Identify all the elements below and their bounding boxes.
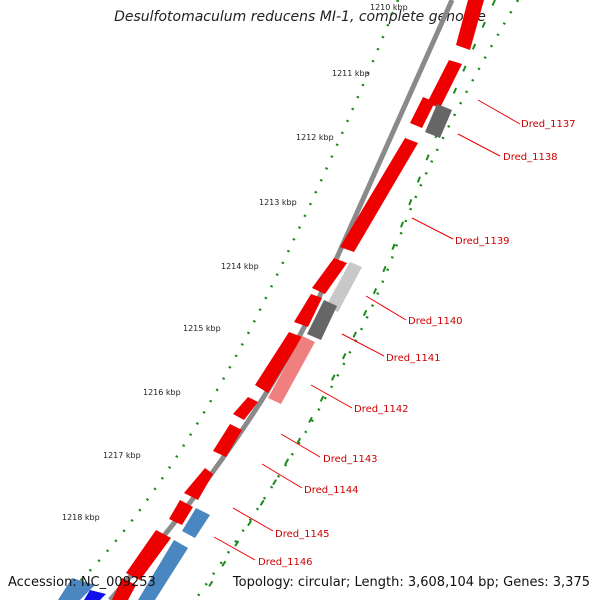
label-connector: [457, 133, 501, 157]
gene-arrow: [427, 60, 462, 108]
label-connector: [477, 99, 521, 125]
reverse-genes: [58, 104, 452, 600]
gene-arrow: [340, 138, 418, 252]
gene-arrow: [326, 262, 362, 312]
gene-arrow: [213, 424, 242, 457]
label-connector: [232, 507, 274, 532]
gene-arrow: [182, 508, 210, 538]
gene-label: Dred_1146: [258, 557, 313, 568]
label-connector: [411, 217, 454, 240]
genome-backbone: [108, 0, 455, 600]
gene-arrow: [138, 540, 188, 600]
kbp-label: 1217 kbp: [103, 451, 141, 460]
gene-arrow: [126, 530, 171, 580]
gene-label: Dred_1144: [304, 485, 359, 496]
inner-tick-ring: [199, 0, 496, 600]
gene-arrow: [169, 500, 193, 525]
gene-arrow: [294, 294, 322, 327]
gene-label: Dred_1141: [386, 353, 441, 364]
kbp-labels: 1210 kbp 1211 kbp 1212 kbp 1213 kbp 1214…: [62, 3, 408, 522]
gene-arrow: [112, 578, 136, 600]
kbp-label: 1218 kbp: [62, 513, 100, 522]
gene-arrow: [312, 258, 347, 294]
kbp-label: 1215 kbp: [183, 324, 221, 333]
kbp-tick-ring: [59, 0, 400, 600]
label-connector: [261, 463, 303, 489]
gene-arrow: [410, 97, 435, 128]
kbp-label: 1211 kbp: [332, 69, 370, 78]
gene-label: Dred_1138: [503, 152, 558, 163]
gene-arrow: [184, 468, 213, 500]
gene-arrow: [307, 300, 337, 340]
gene-arrow: [255, 332, 302, 393]
label-connector: [213, 536, 256, 561]
kbp-label: 1213 kbp: [259, 198, 297, 207]
topology-label: Topology: circular; Length: 3,608,104 bp…: [232, 575, 590, 590]
gene-label: Dred_1140: [408, 316, 463, 327]
gene-labels: Dred_1137 Dred_1138 Dred_1139 Dred_1140 …: [213, 99, 576, 568]
label-connector: [365, 295, 407, 321]
gene-label: Dred_1145: [275, 529, 330, 540]
gene-arrow: [456, 0, 484, 50]
kbp-label: 1210 kbp: [370, 3, 408, 12]
gene-arrow: [58, 578, 95, 600]
gene-arrow: [268, 336, 315, 404]
kbp-label: 1216 kbp: [143, 388, 181, 397]
accession-label: Accession: NC_009253: [8, 575, 156, 590]
gene-arrow: [233, 397, 258, 420]
gene-label: Dred_1139: [455, 236, 510, 247]
kbp-label: 1212 kbp: [296, 133, 334, 142]
forward-genes: [112, 0, 484, 600]
label-connector: [280, 433, 321, 458]
label-connector: [341, 333, 385, 357]
gene-label: Dred_1137: [521, 119, 576, 130]
gene-arrow: [425, 104, 452, 138]
outer-tick-ring: [193, 0, 520, 600]
gene-arrow: [84, 590, 106, 600]
gene-label: Dred_1143: [323, 454, 378, 465]
gene-label: Dred_1142: [354, 404, 409, 415]
label-connector: [310, 384, 353, 409]
kbp-label: 1214 kbp: [221, 262, 259, 271]
